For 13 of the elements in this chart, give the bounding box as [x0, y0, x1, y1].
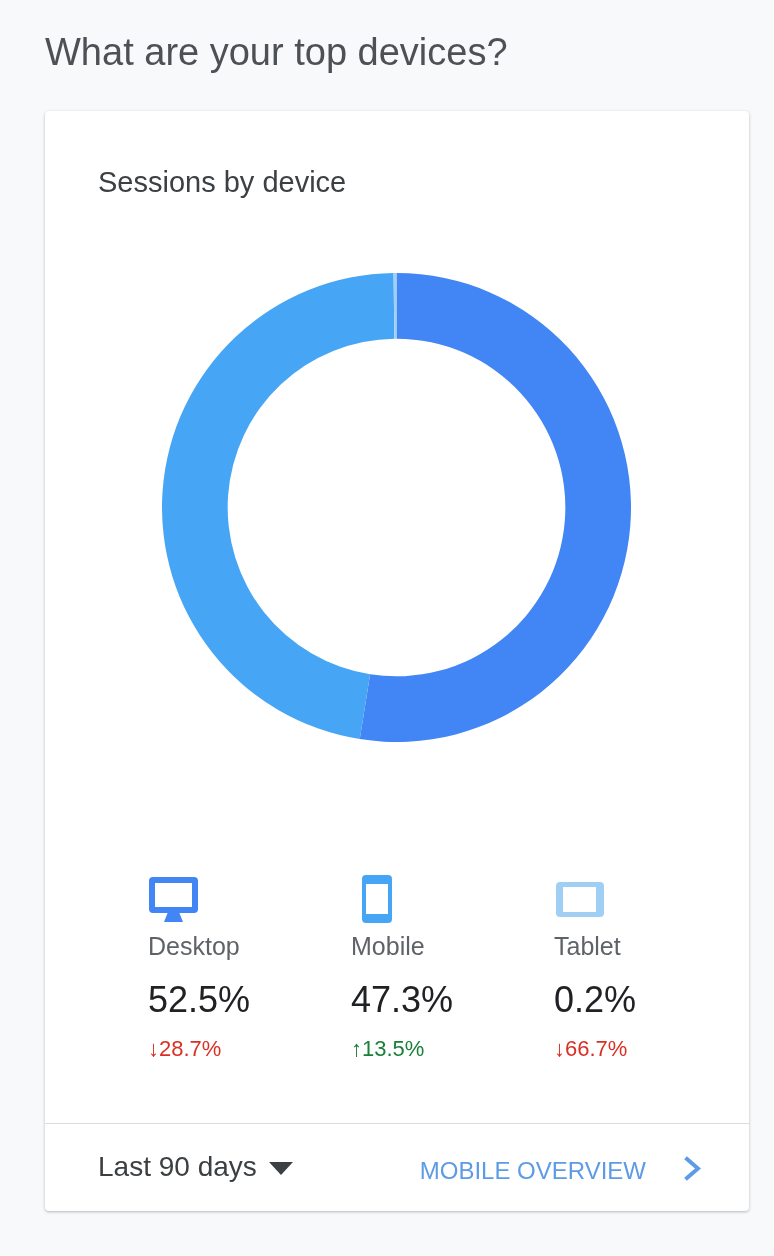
data-label: 52.5% — [148, 978, 251, 1020]
text: ↑13.5% — [351, 1036, 425, 1062]
legend-label: Mobile — [351, 931, 425, 960]
chart-title: What are your top devices? — [45, 30, 508, 73]
data-label: 0.2% — [554, 978, 637, 1020]
legend-label: Desktop — [148, 931, 240, 960]
text: ↓28.7% — [148, 1036, 222, 1062]
text: Last 90 days — [98, 1151, 257, 1183]
text: ↓66.7% — [554, 1036, 628, 1062]
text: MOBILE OVERVIEW — [419, 1157, 646, 1185]
chart-subtitle: Sessions by device — [98, 165, 347, 198]
legend-label: Tablet — [554, 931, 621, 960]
data-label: 47.3% — [351, 978, 454, 1020]
